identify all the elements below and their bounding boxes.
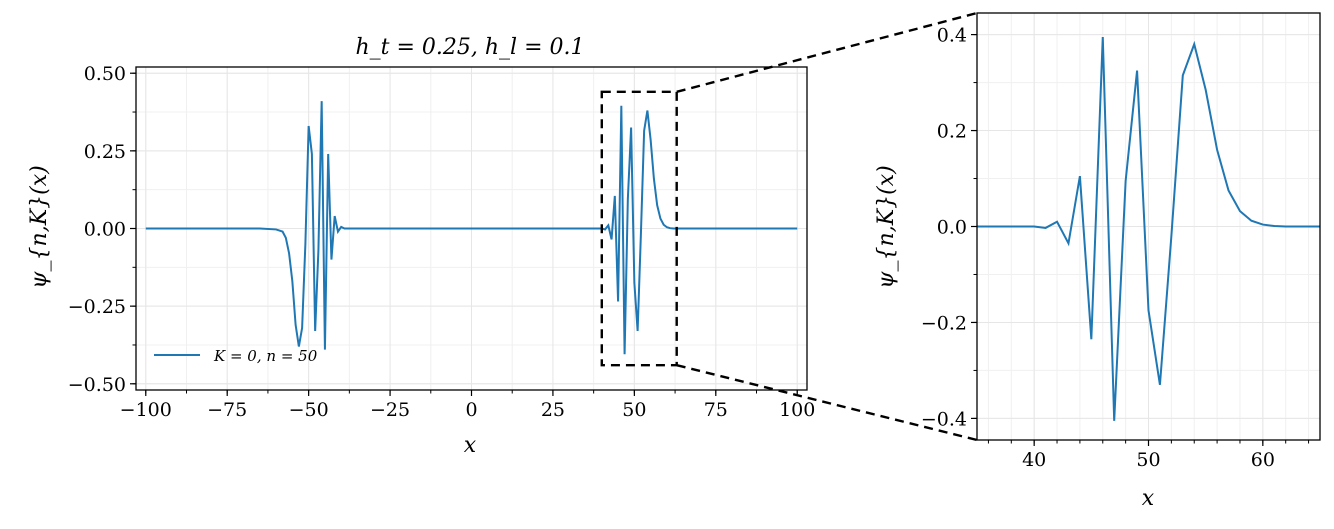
zoom-x-axis-label: x: [1142, 486, 1155, 511]
legend-label: K = 0, n = 50: [213, 347, 318, 365]
main-plot: −100 −75 −50 −25 0 25 50 75 100 −0.50 −0.25 0.00 0.2…: [27, 35, 815, 458]
y-tick-label: −0.25: [68, 296, 126, 318]
legend: K = 0, n = 50: [154, 347, 318, 365]
x-tick-label: 40: [1022, 449, 1046, 471]
x-tick-label: −50: [289, 399, 329, 421]
x-tick-label: 100: [779, 399, 815, 421]
main-chart-title: h_t = 0.25, h_l = 0.1: [355, 35, 584, 60]
main-x-axis-label: x: [464, 433, 477, 458]
x-tick-label: −25: [370, 399, 410, 421]
main-ticks: −100 −75 −50 −25 0 25 50 75 100 −0.50 −0.25 0.00 0.2…: [68, 63, 816, 421]
main-series-line: [145, 101, 798, 355]
x-tick-label: 75: [704, 399, 728, 421]
x-tick-label: −75: [207, 399, 247, 421]
x-tick-label: 50: [1136, 449, 1160, 471]
y-tick-label: −0.50: [68, 374, 126, 396]
zoom-series-line: [977, 36, 1320, 421]
zoom-ticks: 40 50 60 −0.4 −0.2 0.0 0.2 0.4: [921, 25, 1310, 471]
y-tick-label: −0.4: [921, 408, 967, 430]
y-tick-label: 0.00: [84, 219, 126, 241]
y-tick-label: 0.50: [84, 63, 126, 85]
y-tick-label: 0.2: [937, 121, 967, 143]
x-tick-label: −100: [120, 399, 172, 421]
zoom-connector-top: [676, 11, 978, 94]
y-tick-label: −0.2: [921, 312, 967, 334]
main-y-axis-label: ψ_{n,K}(x): [27, 165, 52, 288]
x-tick-label: 50: [622, 399, 646, 421]
x-tick-label: 25: [541, 399, 565, 421]
x-tick-label: 60: [1251, 449, 1275, 471]
zoom-plot: 40 50 60 −0.4 −0.2 0.0 0.2 0.4 x ψ_{n,K}(x): [874, 12, 1321, 511]
zoom-y-axis-label: ψ_{n,K}(x): [874, 165, 899, 288]
y-tick-label: 0.4: [937, 25, 967, 47]
x-tick-label: 0: [465, 399, 477, 421]
zoom-region-box: [600, 90, 678, 367]
y-tick-label: 0.25: [84, 141, 126, 163]
zoom-connector-bottom: [676, 363, 978, 442]
y-tick-label: 0.0: [937, 217, 967, 239]
